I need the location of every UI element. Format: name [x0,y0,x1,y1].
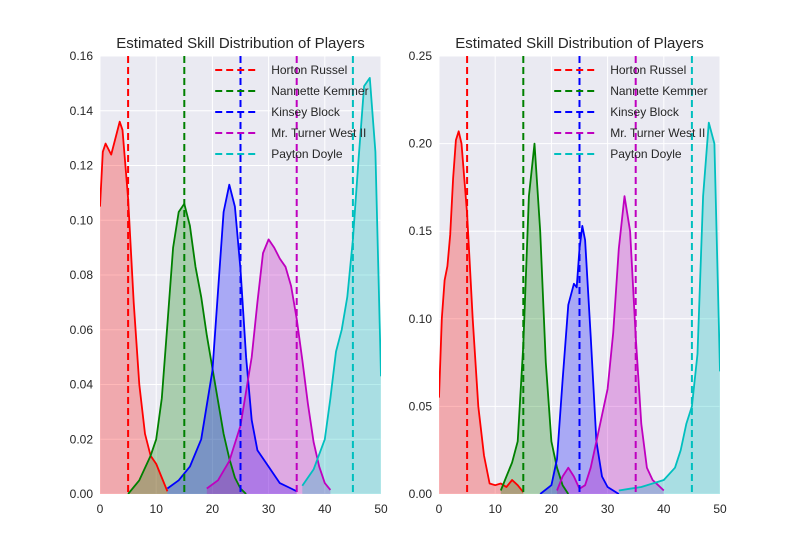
density-area [206,239,331,494]
y-tick-label: 0.06 [70,323,94,337]
x-tick-label: 10 [150,502,164,516]
density-area [302,77,381,494]
x-tick-label: 50 [374,502,388,516]
density-line [439,130,525,493]
series-layer [439,56,720,494]
legend-label: Mr. Turner West II [271,126,366,140]
density-line [539,225,620,494]
x-tick-label: 50 [713,502,727,516]
y-tick-label: 0.08 [70,268,94,282]
legend-label: Mr. Turner West II [610,126,705,140]
density-line [618,121,720,492]
legend-label: Payton Doyle [271,147,343,161]
density-line [127,202,247,494]
density-line [100,120,169,492]
y-tick-label: 0.00 [409,487,433,501]
density-area [618,122,720,494]
chart-left: 0 10 20 30 40 50 0.00 0.02 0.04 0.06 0.08 0.10 0.12 0… [70,35,388,516]
y-tick-label: 0.14 [70,104,94,118]
x-tick-label: 30 [262,502,276,516]
series-layer [100,56,381,494]
y-tick-label: 0.02 [70,432,94,446]
chart-title: Estimated Skill Distribution of Players [116,35,364,52]
density-line [499,142,570,494]
density-line [166,183,298,493]
x-tick-label: 10 [489,502,503,516]
x-tick-label: 0 [436,502,443,516]
legend-label: Payton Doyle [610,147,682,161]
legend-label: Nannette Kemmer [271,84,368,98]
x-tick-label: 40 [318,502,332,516]
x-tick-label: 20 [545,502,559,516]
chart-right: 0 10 20 30 40 50 0.00 0.05 0.10 0.15 0.20 0.25 Estim… [409,35,727,516]
x-tick-label: 0 [97,502,104,516]
y-tick-label: 0.12 [70,159,94,173]
x-tick-label: 40 [657,502,671,516]
y-tick-label: 0.10 [70,213,94,227]
y-tick-label: 0.04 [70,378,94,392]
legend-label: Kinsey Block [610,105,680,119]
density-area [439,131,524,494]
chart-title: Estimated Skill Distribution of Players [455,35,703,52]
density-area [167,184,297,494]
x-tick-label: 20 [206,502,220,516]
legend-label: Horton Russel [610,63,686,77]
legend-label: Nannette Kemmer [610,84,707,98]
density-line [301,77,381,487]
y-tick-label: 0.05 [409,399,433,413]
y-tick-label: 0.10 [409,312,433,326]
legend-label: Kinsey Block [271,105,341,119]
density-area [500,143,569,494]
legend-label: Horton Russel [271,63,347,77]
y-tick-label: 0.25 [409,49,433,63]
density-line [556,195,665,492]
density-area [128,203,247,494]
y-tick-label: 0.15 [409,224,433,238]
y-tick-label: 0.16 [70,49,94,63]
y-tick-label: 0.00 [70,487,94,501]
x-tick-label: 30 [601,502,615,516]
density-area [557,196,664,494]
y-tick-label: 0.20 [409,137,433,151]
